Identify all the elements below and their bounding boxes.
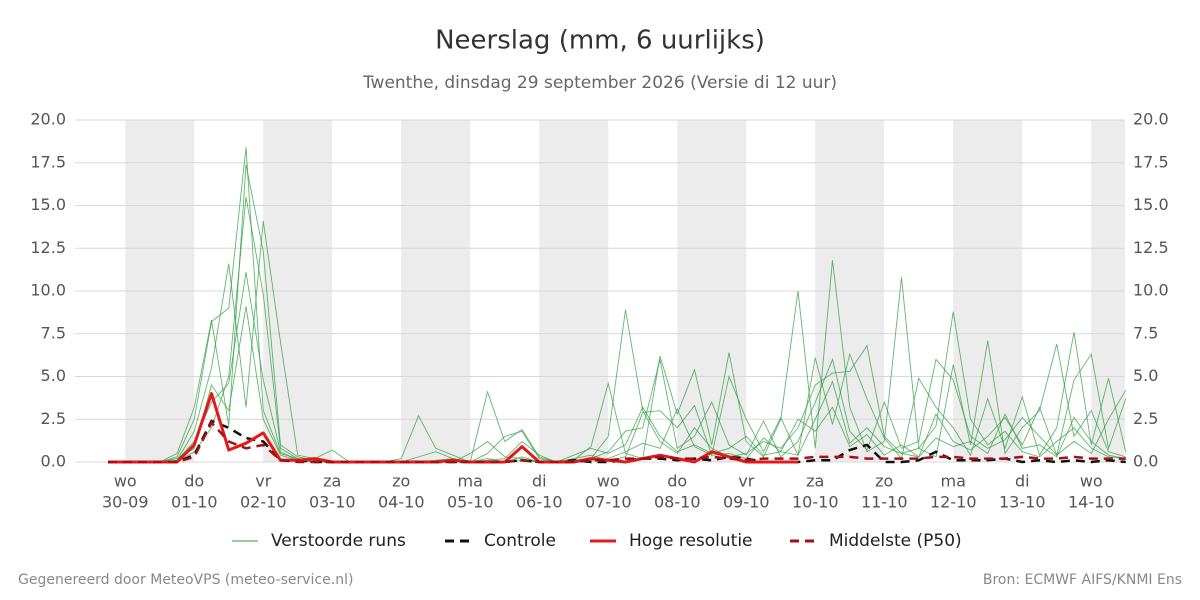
y2-tick-label: 15.0 [1133,195,1169,214]
x-tick-date: 02-10 [240,493,287,512]
y2-tick-label: 0.0 [1133,452,1158,471]
series-line [108,392,798,464]
x-tick-date: 03-10 [309,493,356,512]
x-tick-date: 07-10 [585,493,632,512]
x-tick-label: wo [114,472,137,491]
x-tick-label: za [806,472,824,491]
x-tick-date: 12-10 [930,493,977,512]
y2-tick-label: 17.5 [1133,152,1169,171]
x-tick-label: di [532,472,547,491]
x-tick-date: 09-10 [723,493,770,512]
ensemble-run [108,306,1127,463]
y-tick-label: 10.0 [30,281,66,300]
y2-tick-label: 12.5 [1133,238,1169,257]
y-tick-label: 12.5 [30,238,66,257]
x-tick-label: vr [255,472,271,491]
x-tick-date: 11-10 [861,493,908,512]
y-tick-label: 0.0 [41,452,66,471]
x-tick-label: za [323,472,341,491]
y-tick-label: 7.5 [41,323,66,342]
series-line [108,421,1126,464]
footer-left: Gegenereerd door MeteoVPS (meteo-service… [18,572,353,588]
x-tick-label: do [184,472,204,491]
chart-subtitle: Twenthe, dinsdag 29 september 2026 (Vers… [362,73,837,93]
x-tick-date: 14-10 [1068,493,1115,512]
x-tick-label: vr [738,472,754,491]
y-tick-label: 17.5 [30,152,66,171]
y2-tick-label: 10.0 [1133,281,1169,300]
x-tick-date: 01-10 [171,493,218,512]
chart-title: Neerslag (mm, 6 uurlijks) [435,26,765,56]
x-tick-label: do [667,472,687,491]
x-tick-label: zo [875,472,893,491]
y2-tick-label: 7.5 [1133,323,1158,342]
y-tick-label: 15.0 [30,195,66,214]
x-tick-label: ma [458,472,483,491]
x-tick-date: 13-10 [999,493,1046,512]
x-tick-date: 08-10 [654,493,701,512]
x-tick-label: wo [1080,472,1103,491]
x-tick-label: ma [941,472,966,491]
x-tick-label: wo [597,472,620,491]
legend-label: Hoge resolutie [629,531,753,551]
ensemble-run [108,196,1127,463]
legend-label: Controle [484,531,556,551]
y-tick-label: 2.5 [41,409,66,428]
y2-tick-label: 5.0 [1133,366,1158,385]
y2-tick-label: 2.5 [1133,409,1158,428]
x-tick-label: zo [392,472,410,491]
x-tick-date: 30-09 [102,493,149,512]
legend-label: Middelste (P50) [829,531,962,551]
footer-right: Bron: ECMWF AIFS/KNMI Ens [983,572,1182,588]
y-tick-label: 5.0 [41,366,66,385]
x-tick-date: 06-10 [516,493,563,512]
ensemble-run [108,220,1126,463]
x-tick-date: 10-10 [792,493,839,512]
x-tick-date: 04-10 [378,493,425,512]
x-tick-label: di [1015,472,1030,491]
legend-label: Verstoorde runs [271,531,406,551]
ensemble-run [108,272,1126,463]
ensemble-run [108,147,1126,463]
x-tick-date: 05-10 [447,493,494,512]
y-tick-label: 20.0 [30,110,66,129]
y2-tick-label: 20.0 [1133,110,1169,129]
